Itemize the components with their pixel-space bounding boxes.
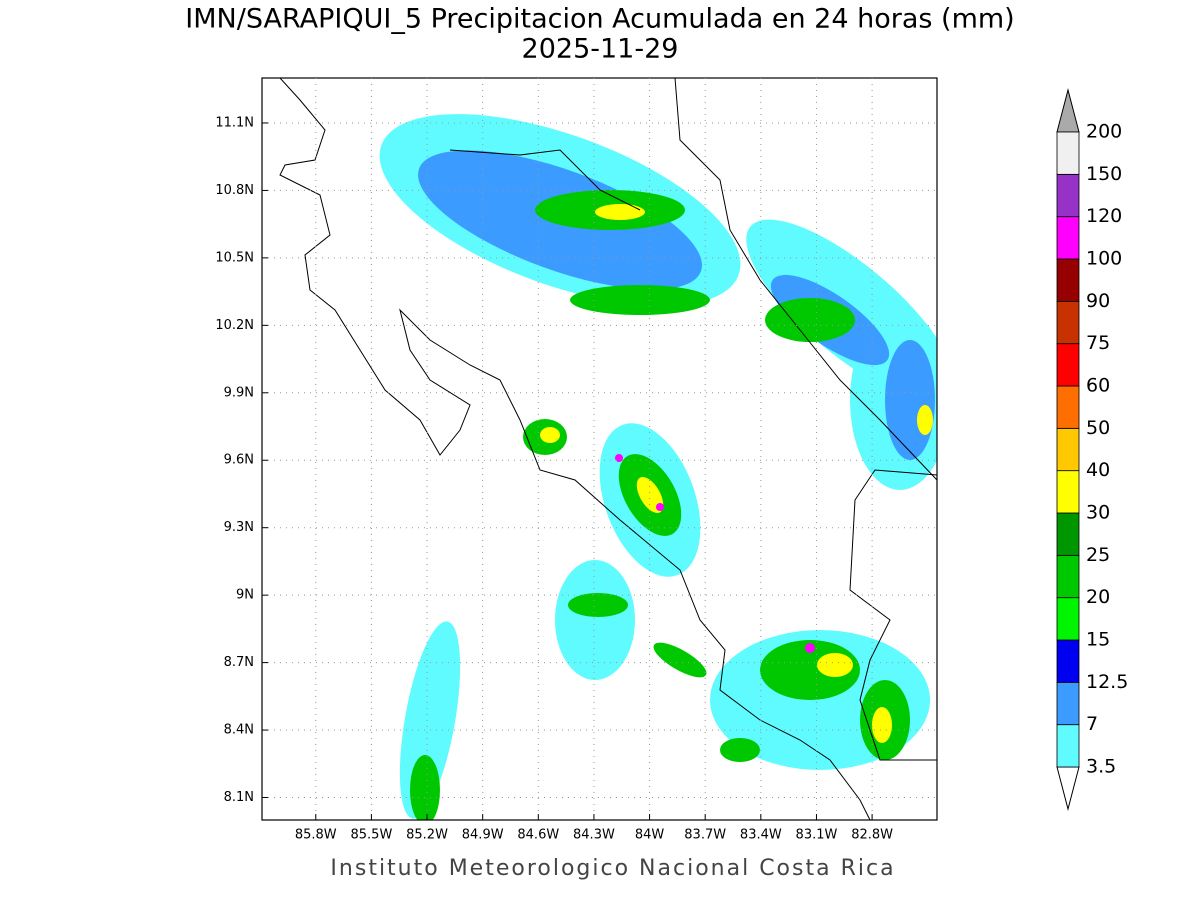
- border: [449, 149, 641, 211]
- border: [849, 469, 937, 761]
- coastline: [279, 78, 871, 820]
- y-tick-label: 10.5N: [215, 250, 254, 265]
- y-tick-label: 10.8N: [215, 183, 254, 198]
- colorbar-segment: [1056, 173, 1080, 218]
- y-tick-label: 10.2N: [215, 318, 254, 333]
- precip-area: [615, 454, 623, 462]
- precip-area: [917, 405, 933, 435]
- colorbar-segment: [1056, 427, 1080, 472]
- colorbar-label: 25: [1086, 544, 1110, 566]
- footer: Instituto Meteorologico Nacional Costa R…: [330, 856, 895, 881]
- x-tick-label: 83.1W: [796, 828, 838, 843]
- colorbar-label: 90: [1086, 290, 1110, 312]
- precip-area: [720, 738, 760, 762]
- y-tick-label: 11.1N: [215, 115, 254, 130]
- colorbar-label: 200: [1086, 121, 1122, 143]
- x-tick-label: 84W: [635, 828, 665, 843]
- colorbar-segment: [1056, 258, 1080, 302]
- y-tick-label: 9.9N: [224, 385, 254, 400]
- colorbar-segment: [1056, 512, 1080, 556]
- colorbar-label: 120: [1086, 205, 1122, 227]
- colorbar-segment: [1056, 724, 1080, 768]
- y-tick-label: 9.3N: [224, 520, 254, 535]
- precip-area: [885, 340, 935, 460]
- colorbar-label: 60: [1086, 375, 1110, 397]
- colorbar-label: 30: [1086, 502, 1110, 524]
- x-tick-label: 82.8W: [851, 828, 893, 843]
- precip-intense: [540, 204, 933, 743]
- coastline: [674, 78, 937, 481]
- colorbar-label: 40: [1086, 459, 1110, 481]
- coastlines: [279, 78, 937, 820]
- colorbar-label: 75: [1086, 332, 1110, 354]
- map-frame: [261, 77, 938, 821]
- y-tick-label: 8.1N: [224, 790, 254, 805]
- colorbar-segment: [1056, 300, 1080, 345]
- colorbar-segment: [1056, 681, 1080, 726]
- colorbar-label: 100: [1086, 248, 1122, 270]
- precip-area: [540, 427, 560, 443]
- colorbar-segment: [1056, 554, 1080, 599]
- precip-area: [636, 476, 664, 514]
- y-tick-label: 8.4N: [224, 723, 254, 738]
- colorbar-label: 3.5: [1086, 756, 1116, 778]
- x-tick-label: 85.5W: [351, 828, 393, 843]
- y-tick-label: 9N: [236, 588, 254, 603]
- precip-area: [656, 503, 664, 511]
- precip-area: [817, 653, 853, 677]
- precip-layer: [279, 78, 937, 820]
- precip-area: [653, 642, 707, 678]
- colorbar-segment: [1056, 385, 1080, 429]
- precip-area: [555, 560, 635, 680]
- colorbar-over: [1056, 88, 1080, 133]
- colorbar-under: [1056, 766, 1080, 811]
- x-tick-label: 84.9W: [462, 828, 504, 843]
- colorbar-segment: [1056, 216, 1080, 260]
- colorbar-label: 7: [1086, 713, 1098, 735]
- precip-area: [765, 298, 855, 342]
- x-tick-label: 83.7W: [684, 828, 726, 843]
- x-tick-label: 84.6W: [517, 828, 559, 843]
- x-tick-label: 85.2W: [406, 828, 448, 843]
- colorbar-label: 150: [1086, 163, 1122, 185]
- precip-area: [872, 707, 892, 743]
- x-tick-label: 84.3W: [573, 828, 615, 843]
- x-tick-label: 85.8W: [295, 828, 337, 843]
- colorbar-segment: [1056, 597, 1080, 641]
- colorbar-segment: [1056, 470, 1080, 514]
- colorbar-label: 20: [1086, 586, 1110, 608]
- precip-area: [570, 285, 710, 315]
- colorbar-label: 12.5: [1086, 671, 1128, 693]
- precip-area: [410, 755, 440, 820]
- colorbar-segment: [1056, 131, 1080, 175]
- y-tick-label: 9.6N: [224, 453, 254, 468]
- x-tick-label: 83.4W: [740, 828, 782, 843]
- colorbar-label: 50: [1086, 417, 1110, 439]
- colorbar-segment: [1056, 639, 1080, 683]
- colorbar-label: 15: [1086, 629, 1110, 651]
- precip-area: [805, 643, 815, 653]
- colorbar-segment: [1056, 343, 1080, 387]
- y-tick-label: 8.7N: [224, 655, 254, 670]
- title: IMN/SARAPIQUI_5 Precipitacion Acumulada …: [185, 4, 1014, 35]
- precip-area: [595, 204, 645, 220]
- precip-area: [568, 593, 628, 617]
- colorbar: 3.5 7 12.5 15 20 25 30 40 50 60 75 90 100 120 150 200: [1056, 88, 1128, 811]
- subtitle: 2025-11-29: [522, 34, 679, 65]
